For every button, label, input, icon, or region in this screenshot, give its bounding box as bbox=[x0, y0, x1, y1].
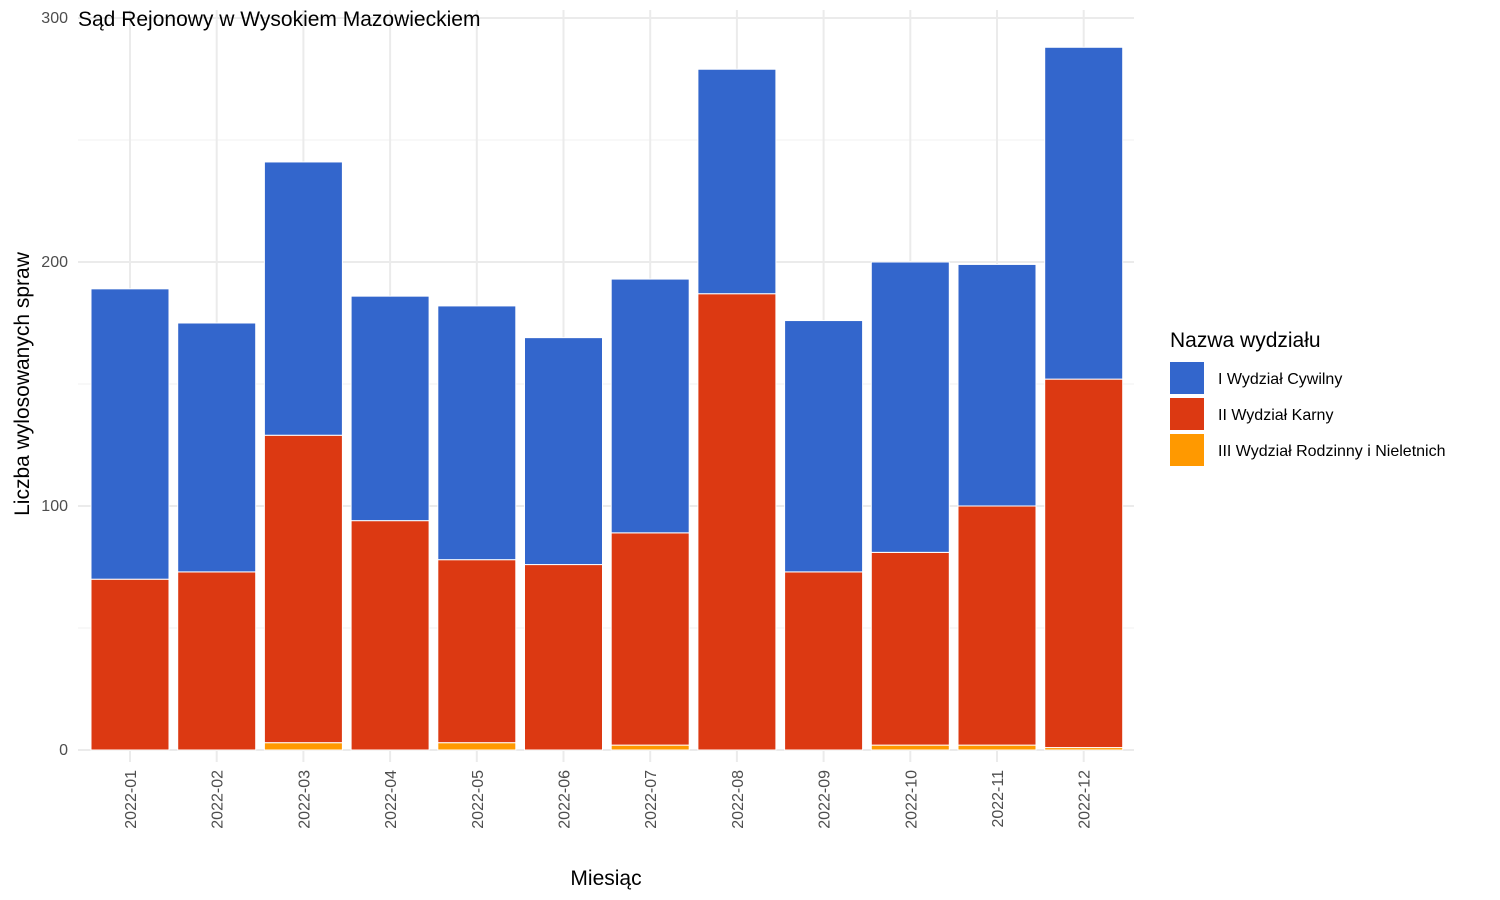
y-axis-title: Liczba wylosowanych spraw bbox=[11, 251, 34, 516]
bar-segment bbox=[870, 744, 950, 751]
bar-segment bbox=[957, 263, 1037, 507]
legend: Nazwa wydziału I Wydział Cywilny II Wydzi… bbox=[1170, 329, 1446, 466]
x-tick-label: 2022-06 bbox=[557, 770, 574, 829]
x-tick-label: 2022-05 bbox=[470, 770, 487, 829]
y-tick-label: 0 bbox=[59, 742, 68, 759]
bar-segment bbox=[437, 742, 517, 751]
x-tick-label: 2022-07 bbox=[643, 770, 660, 829]
x-tick-label: 2022-03 bbox=[296, 770, 313, 829]
x-tick-label: 2022-10 bbox=[903, 770, 920, 829]
bar-segment bbox=[263, 434, 343, 744]
x-tick-label: 2022-08 bbox=[730, 770, 747, 829]
bar-segment bbox=[784, 571, 864, 751]
x-tick-label: 2022-02 bbox=[210, 770, 227, 829]
bar-segment bbox=[524, 564, 603, 751]
bar-segment bbox=[90, 578, 170, 751]
bar-segment bbox=[610, 744, 690, 751]
y-tick-label: 100 bbox=[41, 498, 68, 515]
bar-segment bbox=[784, 320, 864, 573]
bar-segment bbox=[957, 505, 1037, 746]
bar-segment bbox=[697, 68, 777, 295]
x-tick-label: 2022-09 bbox=[817, 770, 834, 829]
bar-segment bbox=[350, 520, 430, 751]
legend-label: I Wydział Cywilny bbox=[1218, 371, 1342, 388]
bar-segment bbox=[1044, 378, 1124, 749]
chart-title: Sąd Rejonowy w Wysokiem Mazowieckiem bbox=[78, 8, 480, 31]
legend-title: Nazwa wydziału bbox=[1170, 329, 1321, 352]
bar-segment bbox=[177, 322, 257, 573]
bar-segment bbox=[870, 551, 950, 746]
x-tick-label: 2022-04 bbox=[383, 770, 400, 829]
bar-segment bbox=[957, 744, 1037, 751]
bar-segment bbox=[610, 278, 690, 534]
bar-segment bbox=[437, 559, 517, 744]
bar-segment bbox=[263, 742, 343, 751]
bar-segment bbox=[263, 161, 343, 436]
x-tick-label: 2022-11 bbox=[990, 770, 1007, 828]
x-axis-title: Miesiąc bbox=[570, 867, 641, 890]
y-tick-label: 300 bbox=[41, 10, 68, 27]
x-tick-label: 2022-12 bbox=[1077, 770, 1094, 829]
x-tick-label: 2022-01 bbox=[123, 770, 140, 829]
bar-segment bbox=[610, 532, 690, 746]
legend-swatch bbox=[1170, 362, 1204, 394]
bar-segment bbox=[177, 571, 257, 751]
bars-layer bbox=[90, 46, 1124, 751]
bar-segment bbox=[870, 261, 950, 553]
legend-label: III Wydział Rodzinny i Nieletnich bbox=[1218, 443, 1446, 460]
bar-segment bbox=[437, 305, 517, 561]
bar-segment bbox=[697, 293, 777, 751]
bar-segment bbox=[90, 288, 170, 580]
legend-swatch bbox=[1170, 398, 1204, 430]
bar-segment bbox=[1044, 46, 1124, 380]
ticks-layer: 0 100 200 300 2022-01 2022-02 2022-03 2022-04 20… bbox=[41, 10, 1093, 829]
bar-segment bbox=[524, 337, 603, 566]
legend-swatch bbox=[1170, 434, 1204, 466]
bar-segment bbox=[350, 295, 430, 522]
y-tick-label: 200 bbox=[41, 254, 68, 271]
legend-label: II Wydział Karny bbox=[1218, 407, 1333, 424]
legend-items: I Wydział Cywilny II Wydział Karny III Wyd… bbox=[1170, 362, 1446, 466]
